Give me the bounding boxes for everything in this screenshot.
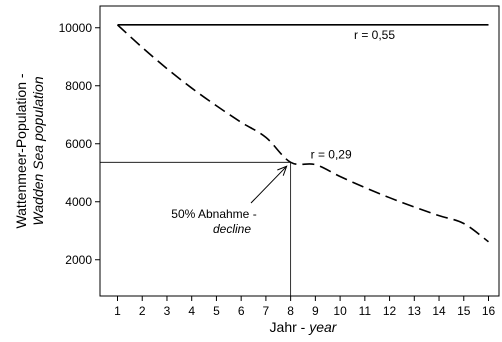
x-tick-label: 10 [333, 304, 347, 318]
annotation-arrow [250, 165, 287, 204]
series-label-1: r = 0,55 [354, 28, 395, 42]
x-tick-label: 4 [188, 304, 195, 318]
plot-area [99, 5, 500, 297]
x-tick-label: 14 [432, 304, 446, 318]
x-tick-label: 13 [408, 304, 422, 318]
annotation: 50% Abnahme - decline [171, 165, 288, 236]
x-tick-label: 1 [114, 304, 121, 318]
x-axis-title-italic: year [308, 319, 338, 335]
x-tick-label: 5 [213, 304, 220, 318]
series-labels: r = 0,55 r = 0,29 [311, 28, 396, 161]
y-axis-title-line1: Wattenmeer-Population - [13, 73, 29, 228]
x-tick-label: 3 [164, 304, 171, 318]
series-layer [116, 24, 489, 243]
y-tick-label: 4000 [65, 195, 92, 209]
x-tick-label: 11 [359, 304, 372, 318]
reference-lines [100, 161, 292, 296]
series-line-2 [116, 24, 489, 243]
x-tick-label: 9 [312, 304, 319, 318]
x-axis-title-main: Jahr - [270, 319, 310, 335]
x-axis-title: Jahr - year [270, 319, 338, 335]
series-label-2: r = 0,29 [311, 147, 352, 161]
annotation-line1: 50% Abnahme - [171, 207, 256, 221]
x-tick-label: 8 [287, 304, 294, 318]
annotation-arrowhead [277, 165, 288, 176]
y-tick-label: 2000 [65, 253, 92, 267]
y-tick-label: 10000 [59, 21, 93, 35]
y-axis: 2000 4000 6000 8000 10000 [59, 21, 100, 267]
plot-frame [99, 5, 500, 297]
x-tick-label: 12 [383, 304, 397, 318]
annotation-line2: decline [213, 222, 251, 236]
x-tick-label: 2 [139, 304, 146, 318]
x-tick-label: 6 [238, 304, 245, 318]
x-tick-label: 16 [482, 304, 496, 318]
x-tick-label: 15 [457, 304, 471, 318]
x-axis: 1 2 3 4 5 6 7 8 9 10 11 12 13 14 15 16 [114, 296, 495, 318]
y-tick-label: 8000 [65, 79, 92, 93]
x-tick-label: 7 [263, 304, 270, 318]
y-axis-title-line2: Wadden Sea population [30, 76, 46, 225]
y-tick-label: 6000 [65, 137, 92, 151]
